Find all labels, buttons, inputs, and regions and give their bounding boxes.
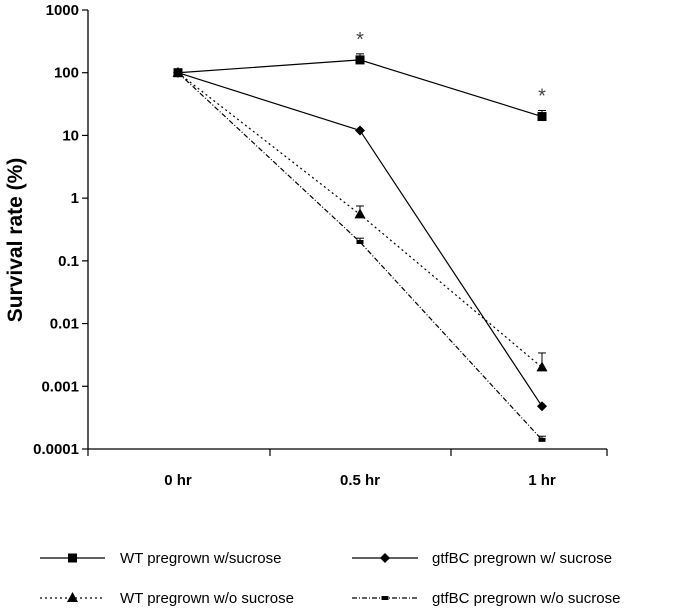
data-point [356, 239, 364, 244]
y-tick-label: 0.01 [50, 316, 79, 333]
legend-label: gtfBC pregrown w/ sucrose [432, 550, 612, 567]
legend-marker [381, 596, 389, 600]
y-tick-label: 1000 [46, 2, 79, 19]
legend-marker [68, 553, 77, 563]
x-ticks: 0 hr 0.5 hr 1 hr [87, 449, 608, 489]
data-point [536, 361, 548, 372]
y-tick-label: 0.0001 [33, 441, 79, 458]
legend-label: gtfBC pregrown w/o sucrose [432, 590, 620, 607]
axes [87, 10, 607, 450]
legend-item-1: WT pregrown w/sucrose [40, 550, 281, 567]
series-group [172, 53, 548, 442]
legend-label: WT pregrown w/o sucrose [120, 590, 294, 607]
series-2 [173, 67, 547, 412]
y-ticks: 1000 100 10 1 0.1 0.01 0.001 0.0001 [33, 2, 88, 458]
data-point [354, 208, 366, 219]
legend-label: WT pregrown w/sucrose [120, 550, 281, 567]
x-tick-label: 1 hr [528, 472, 556, 489]
significance-asterisk: * [356, 29, 364, 51]
x-tick-label: 0 hr [164, 472, 192, 489]
legend-item-2: gtfBC pregrown w/ sucrose [352, 550, 612, 567]
legend-item-4: gtfBC pregrown w/o sucrose [352, 590, 620, 607]
legend-item-3: WT pregrown w/o sucrose [40, 590, 294, 607]
series-4 [174, 70, 546, 442]
y-axis-title: Survival rate (%) [4, 158, 27, 323]
y-tick-label: 100 [54, 65, 79, 82]
data-point [174, 70, 182, 75]
data-point [537, 401, 547, 412]
significance-annotations: ** [356, 29, 546, 108]
series-3 [172, 66, 548, 372]
data-point [355, 125, 365, 136]
data-point [537, 112, 547, 122]
data-point [538, 437, 546, 442]
y-tick-label: 10 [62, 127, 79, 144]
legend-marker [380, 553, 390, 563]
y-tick-label: 0.001 [41, 378, 79, 395]
significance-asterisk: * [538, 85, 546, 107]
legend: WT pregrown w/sucrose gtfBC pregrown w/ s… [40, 550, 620, 607]
y-tick-label: 1 [71, 190, 79, 207]
x-tick-label: 0.5 hr [340, 472, 380, 489]
series-1 [173, 53, 547, 122]
data-point [355, 55, 365, 65]
series-line [177, 72, 543, 441]
y-tick-label: 0.1 [58, 253, 79, 270]
series-line [177, 59, 543, 118]
legend-marker [67, 592, 78, 602]
